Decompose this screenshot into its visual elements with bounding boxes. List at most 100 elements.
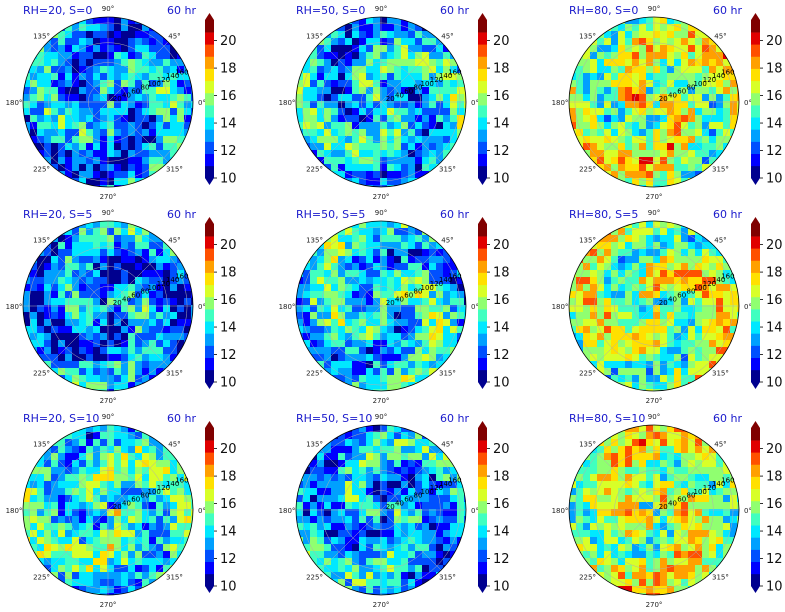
field-cell (723, 502, 731, 510)
field-cell (58, 284, 66, 292)
field-cell (590, 101, 598, 109)
field-cell (149, 544, 157, 552)
field-cell (464, 298, 466, 306)
field-cell (632, 425, 640, 433)
field-cell (121, 432, 129, 440)
field-cell (695, 80, 703, 88)
field-cell (632, 73, 640, 81)
field-cell (618, 101, 626, 109)
field-cell (65, 38, 73, 46)
field-cell (65, 558, 73, 566)
field-cell (380, 565, 388, 573)
field-cell (597, 340, 605, 348)
field-cell (618, 52, 626, 60)
field-cell (79, 45, 87, 53)
field-cell (149, 319, 157, 327)
field-cell (667, 221, 675, 229)
field-cell (352, 509, 360, 517)
field-cell (380, 94, 388, 102)
field-cell (653, 52, 661, 60)
field-cell (303, 333, 311, 341)
field-cell (436, 502, 444, 510)
field-cell (23, 291, 31, 299)
field-cell (583, 326, 591, 334)
field-cell (604, 368, 612, 376)
field-cell (583, 66, 591, 74)
field-cell (646, 488, 654, 496)
field-cell (114, 551, 122, 559)
field-cell (380, 178, 388, 186)
field-cell (23, 319, 31, 327)
field-cell (303, 516, 311, 524)
field-cell (156, 249, 164, 257)
field-cell (317, 558, 325, 566)
field-cell (163, 495, 171, 503)
field-cell (730, 298, 738, 306)
field-cell (716, 326, 724, 334)
colorbar-segment (478, 345, 487, 358)
field-cell (359, 467, 367, 475)
field-cell (359, 333, 367, 341)
field-cell (436, 101, 444, 109)
field-cell (583, 270, 591, 278)
field-cell (387, 270, 395, 278)
field-cell (93, 347, 101, 355)
field-cell (660, 228, 668, 236)
angle-tick-label: 315° (166, 369, 183, 377)
field-cell (310, 94, 318, 102)
field-cell (611, 432, 619, 440)
field-cell (303, 291, 311, 299)
field-cell (695, 453, 703, 461)
field-cell (331, 544, 339, 552)
field-cell (387, 319, 395, 327)
field-cell (128, 565, 136, 573)
field-cell (667, 305, 675, 313)
field-cell (128, 178, 136, 186)
field-cell (86, 537, 94, 545)
field-cell (121, 38, 129, 46)
field-cell (611, 17, 619, 25)
field-cell (310, 544, 318, 552)
field-cell (590, 495, 598, 503)
field-cell (107, 481, 115, 489)
field-cell (716, 467, 724, 475)
field-cell (597, 129, 605, 137)
field-cell (660, 439, 668, 447)
field-cell (387, 298, 395, 306)
field-cell (653, 108, 661, 116)
field-cell (177, 544, 185, 552)
panel-time-label: 60 hr (167, 4, 196, 17)
field-cell (142, 326, 150, 334)
radial-tick-label: 120 (430, 484, 443, 492)
field-cell (30, 544, 38, 552)
colorbar-segment (205, 464, 214, 477)
field-cell (436, 460, 444, 468)
field-cell (702, 73, 710, 81)
field-cell (72, 101, 80, 109)
field-cell (170, 530, 178, 538)
field-cell (359, 249, 367, 257)
field-cell (345, 530, 353, 538)
field-cell (387, 446, 395, 454)
field-cell (107, 425, 115, 433)
field-cell (58, 340, 66, 348)
field-cell (128, 572, 136, 580)
field-cell (338, 425, 346, 433)
field-cell (415, 551, 423, 559)
field-cell (604, 361, 612, 369)
field-cell (114, 579, 122, 587)
field-cell (611, 375, 619, 383)
field-cell (716, 59, 724, 67)
field-cell (422, 361, 430, 369)
field-cell (37, 333, 45, 341)
field-cell (114, 94, 122, 102)
field-cell (401, 73, 409, 81)
field-cell (436, 270, 444, 278)
field-cell (709, 38, 717, 46)
field-cell (65, 228, 73, 236)
field-cell (716, 73, 724, 81)
field-cell (58, 129, 66, 137)
field-cell (303, 59, 311, 67)
field-cell (100, 586, 108, 594)
field-cell (674, 375, 682, 383)
